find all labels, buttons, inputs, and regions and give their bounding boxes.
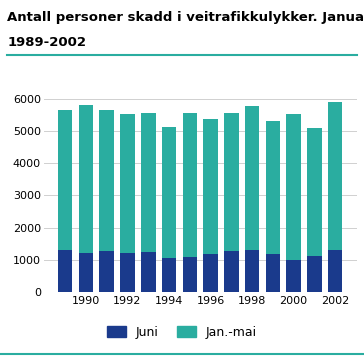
Bar [58, 110, 72, 250]
Legend: Juni, Jan.-mai: Juni, Jan.-mai [107, 326, 257, 339]
Bar [328, 250, 343, 292]
Bar [266, 254, 280, 292]
Bar [224, 251, 239, 292]
Bar [245, 106, 260, 250]
Bar [99, 110, 114, 251]
Bar [224, 113, 239, 251]
Bar [328, 102, 343, 250]
Bar [120, 253, 135, 292]
Bar [245, 250, 260, 292]
Bar [79, 253, 93, 292]
Bar [203, 254, 218, 292]
Bar [182, 257, 197, 292]
Bar [99, 251, 114, 292]
Bar [141, 252, 155, 292]
Bar [307, 128, 322, 256]
Bar [266, 121, 280, 254]
Bar [162, 258, 176, 292]
Bar [286, 114, 301, 260]
Bar [203, 119, 218, 254]
Bar [58, 250, 72, 292]
Bar [79, 105, 93, 253]
Bar [307, 256, 322, 292]
Bar [120, 114, 135, 253]
Text: Antall personer skadd i veitrafikkulykker. Januar-juni.: Antall personer skadd i veitrafikkulykke… [7, 11, 364, 24]
Bar [286, 260, 301, 292]
Bar [141, 113, 155, 252]
Text: 1989-2002: 1989-2002 [7, 36, 86, 49]
Bar [182, 114, 197, 257]
Bar [162, 127, 176, 258]
